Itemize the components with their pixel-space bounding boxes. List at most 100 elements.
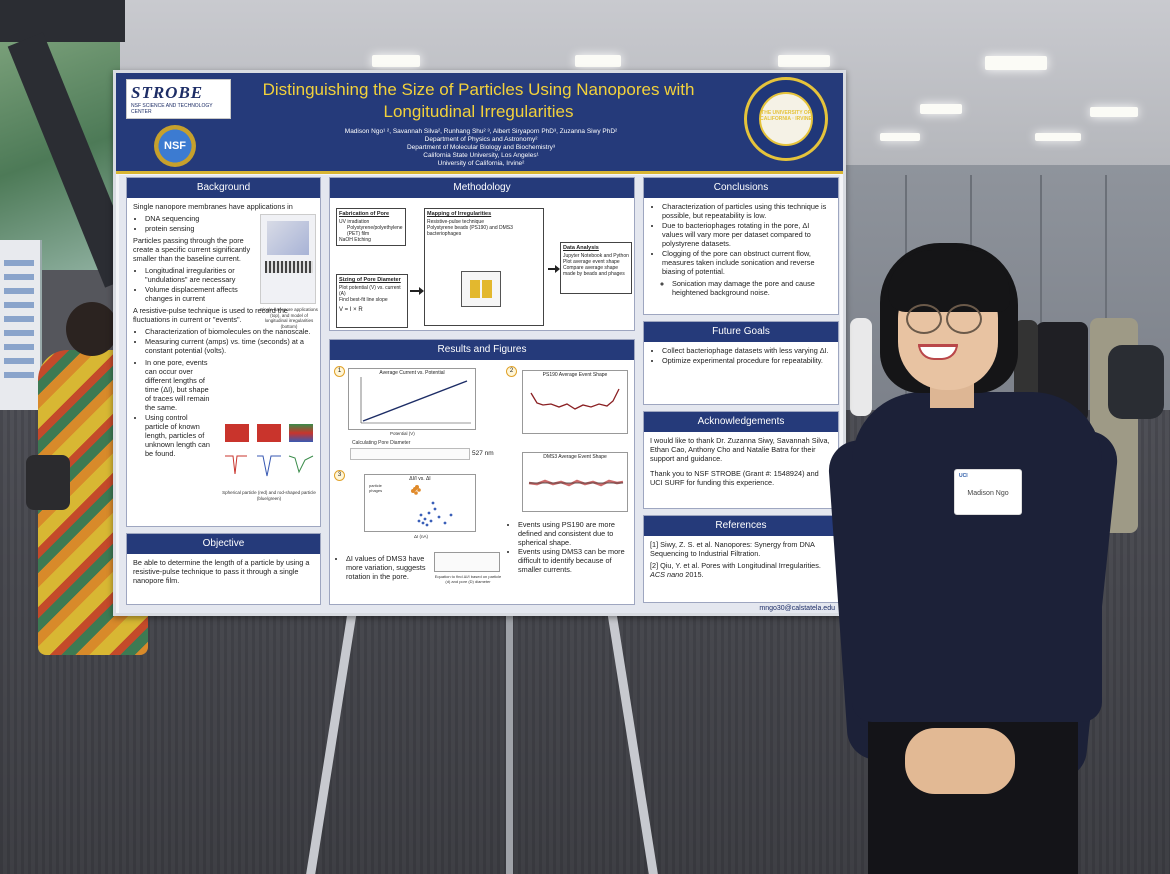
flow-arrow [410,287,424,295]
apparatus-chamber [470,280,480,298]
box-title: Mapping of Irregularities [427,211,492,217]
reference-journal: ACS nano [650,570,684,579]
seal-text: THE UNIVERSITY OF CALIFORNIA · IRVINE [760,110,812,122]
methodology-panel: Methodology Fabrication of Pore UV irrad… [329,177,635,331]
acknowledgements-heading: Acknowledgements [644,412,838,432]
list-item: DNA sequencing [145,214,314,223]
list-item: Sonication may damage the pore and cause… [672,279,832,297]
list-item: Due to bacteriophages rotating in the po… [662,221,832,248]
affiliation: University of California, Irvine² [437,160,525,167]
data-analysis-box: Data Analysis Jupyter Notebook and Pytho… [560,242,632,294]
side-banner [0,240,42,410]
affiliation: Department of Molecular Biology and Bioc… [406,144,556,151]
future-goals-list: Collect bacteriophage datasets with less… [650,346,832,365]
calc-title: Calculating Pore Diameter [352,440,411,446]
list-item: ΔI values of DMS3 have more variation, s… [346,554,430,581]
apparatus-diagram [461,271,501,307]
figure-graphic [257,424,281,442]
plot-legend: particle phages [369,483,382,493]
nanopore-applications-figure [260,214,316,304]
ceiling-beam [0,0,125,42]
list-item: Using control particle of known length, … [145,413,213,458]
list-item: Events using PS190 are more defined and … [518,520,632,547]
acknowledgements-body: I would like to thank Dr. Zuzanna Siwy, … [644,432,838,494]
list-item: Characterization of particles using this… [662,202,832,220]
acknowledgements-paragraph: Thank you to NSF STROBE (Grant #: 154892… [650,469,819,487]
flow-arrow [548,265,560,273]
background-list: In one pore, events can occur over diffe… [133,358,213,458]
backpack [1108,345,1164,419]
ceiling-light [1035,133,1081,141]
scatter-points [411,485,453,527]
background-paragraph: Single nanopore membranes have applicati… [133,202,293,211]
figure-graphic [289,424,313,442]
name-badge: UCI Madison Ngo [954,469,1022,515]
background-list: Characterization of biomolecules on the … [133,327,314,355]
reference-item: [2] Qiu, Y. et al. Pores with Longitudin… [650,561,832,579]
objective-text: Be able to determine the length of a par… [133,558,310,585]
legend-entry: phages [369,488,383,493]
sizing-box: Sizing of Pore Diameter Plot potential (… [336,274,408,328]
results-heading: Results and Figures [330,340,634,360]
future-goals-heading: Future Goals [644,322,838,342]
glasses-right-lens [946,304,982,334]
list-item: Optimize experimental procedure for repe… [662,356,832,365]
ceiling-light [985,56,1047,70]
visitor-head [66,302,118,356]
glasses-left-lens [906,304,942,334]
event-trace-lines [225,455,314,477]
contact-email: mngo30@calstatela.edu [759,605,835,612]
conclusions-body: Characterization of particles using this… [644,198,838,304]
reference-year: 2015. [685,570,704,579]
plot-title: PS190 Average Event Shape [542,372,608,378]
strobe-logo-subtext: NSF SCIENCE AND TECHNOLOGY CENTER [131,103,213,115]
affiliation: California State University, Los Angeles… [423,152,539,159]
list-item: Longitudinal irregularities or "undulati… [145,266,255,284]
acknowledgements-panel: Acknowledgements I would like to thank D… [643,411,839,509]
poster-header: STROBE NSF SCIENCE AND TECHNOLOGY CENTER… [116,73,843,174]
background-panel: Background Single nanopore membranes hav… [126,177,321,527]
list-item: Clogging of the pore can obstruct curren… [662,249,832,276]
calc-result: 527 nm [472,450,494,457]
affiliation: Department of Physics and Astronomy² [424,136,538,143]
background-paragraph: A resistive-pulse technique is used to r… [133,306,288,324]
figure-caption: Spherical particle (red) and rod-shaped … [222,490,316,501]
wall-panel [1105,175,1107,415]
references-heading: References [644,516,838,536]
box-formula: V = I × R [339,307,363,313]
conclusions-panel: Conclusions Characterization of particle… [643,177,839,315]
visitor-bag [26,455,70,510]
box-text: Find best-fit line slope [339,297,388,303]
reference-item: [1] Siwy, Z. S. et al. Nanopores: Synerg… [650,540,815,558]
figure-number: 3 [334,470,345,481]
ceiling-light [880,133,920,141]
conclusions-list: Characterization of particles using this… [650,202,832,276]
ceiling-light [778,55,830,67]
box-text: Resistive-pulse technique [427,219,484,225]
results-panel: Results and Figures 1 2 3 Average Curren… [329,339,635,605]
seal-book-icon [759,92,813,146]
box-title: Fabrication of Pore [339,211,390,217]
uc-irvine-seal: THE UNIVERSITY OF CALIFORNIA · IRVINE [744,77,828,161]
box-text: Polystyrene beads (PS190) and DMS3 bacte… [427,225,513,237]
background-list: DNA sequencing protein sensing [133,214,314,233]
easel-center-post [506,610,513,874]
header-divider [116,171,843,174]
wall-panel [1040,175,1042,415]
background-heading: Background [127,178,320,198]
methodology-heading: Methodology [330,178,634,198]
box-title: Data Analysis [563,245,599,251]
objective-panel: Objective Be able to determine the lengt… [126,533,321,605]
figure-number: 1 [334,366,345,377]
list-item: protein sensing [145,224,314,233]
current-potential-plot: Average Current vs. Potential [348,368,476,430]
formula-caption: Equation to find ΔI/I based on particle … [434,574,502,584]
box-text: Plot average event shape [563,259,620,265]
plot-title: ΔI/I vs. ΔI [409,476,431,482]
box-text: Polystyrene/polyethylene (PET) film [347,225,403,237]
list-item: Events using DMS3 can be more difficult … [518,547,632,574]
references-body: [1] Siwy, Z. S. et al. Nanopores: Synerg… [644,536,838,586]
badge-logo: UCI [959,473,968,479]
apparatus-chamber [482,280,492,298]
ps190-event-plot: PS190 Average Event Shape [522,370,628,434]
